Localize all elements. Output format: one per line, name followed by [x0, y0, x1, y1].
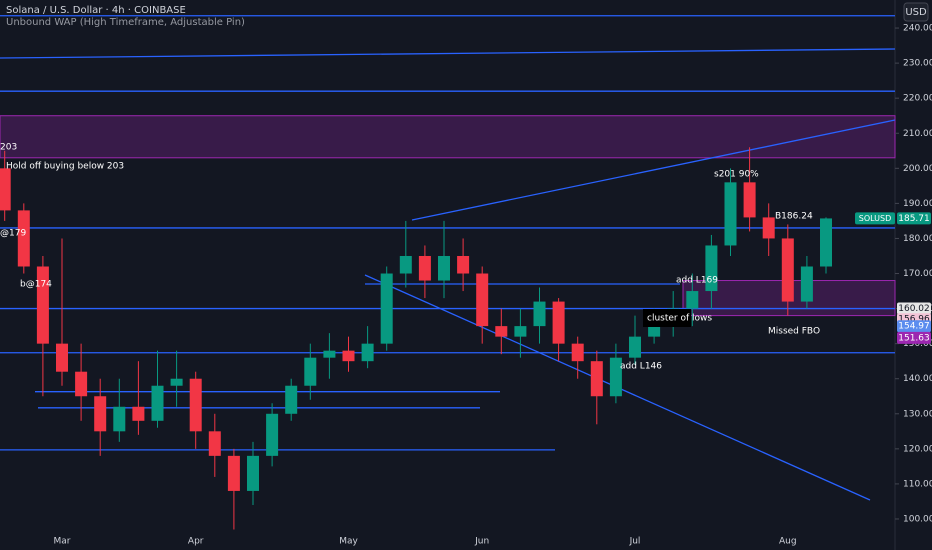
candle-body — [208, 431, 221, 456]
candle-body — [418, 255, 431, 281]
candle-body — [56, 343, 68, 372]
price-badge-value: 154.97 — [898, 322, 930, 332]
annotation: s201 90% — [714, 170, 759, 180]
trendline — [0, 48, 896, 59]
candle-body — [552, 301, 565, 344]
price-badge — [897, 331, 931, 344]
annotation: 203 — [0, 143, 17, 153]
candle-body — [533, 301, 546, 327]
x-tick-label: Jun — [474, 537, 489, 547]
y-tick-label: 190.00 — [903, 199, 932, 209]
y-tick-label: 240.00 — [903, 24, 932, 34]
annotation: @179 — [0, 229, 26, 239]
y-tick-label: 140.00 — [903, 374, 932, 384]
annotation: Missed FBO — [768, 327, 820, 337]
price-badge-value: 151.63 — [898, 333, 930, 343]
price-badge-name-label: SOLUSD — [859, 214, 892, 223]
y-tick-label: 130.00 — [903, 409, 932, 419]
candle-body — [743, 182, 756, 218]
x-tick-label: Apr — [188, 537, 204, 547]
y-tick-label: 120.00 — [903, 444, 932, 454]
candle-body — [724, 182, 737, 246]
candle-body — [476, 273, 489, 327]
candle-body — [629, 336, 641, 358]
y-tick-label: 100.00 — [903, 514, 932, 524]
price-badge — [897, 212, 931, 225]
candle-body — [361, 343, 374, 362]
price-badge-value: 160.02 — [898, 304, 930, 314]
price-badge-value: 156.96 — [898, 315, 930, 325]
candle-body — [323, 350, 336, 358]
x-tick-label: May — [339, 537, 358, 547]
candle-body — [304, 357, 317, 386]
candle-body — [94, 396, 107, 432]
candle-body — [457, 255, 470, 274]
candle-body — [151, 385, 164, 421]
candle-body — [247, 455, 259, 491]
candle-body — [820, 218, 832, 267]
x-tick-label: Aug — [779, 537, 797, 547]
candle-body — [113, 406, 126, 432]
candle-body — [36, 266, 49, 344]
y-tick-label: 150.00 — [903, 339, 932, 349]
candle-body — [227, 455, 240, 491]
candle-body — [266, 413, 279, 456]
candle-body — [705, 245, 718, 292]
candle-body — [648, 326, 661, 337]
annotation: add L146 — [620, 362, 662, 372]
candle-body — [686, 291, 699, 309]
y-tick-label: 180.00 — [903, 234, 932, 244]
trendline — [411, 119, 896, 221]
candle-body — [762, 217, 775, 239]
y-tick-label: 200.00 — [903, 164, 932, 174]
candle-body — [781, 238, 794, 302]
candle-body — [170, 378, 183, 386]
price-badge — [897, 320, 931, 333]
price-badge-name — [855, 212, 895, 225]
candle-body — [495, 326, 508, 337]
candle-body — [285, 385, 298, 414]
candle-body — [514, 326, 527, 337]
annotation: add L169 — [676, 276, 718, 286]
candle-body — [132, 406, 145, 421]
y-tick-label: 170.00 — [903, 269, 932, 279]
candle-body — [800, 266, 813, 302]
price-badge-value: 185.71 — [898, 214, 930, 224]
candle-body — [0, 168, 11, 211]
annotation: Hold off buying below 203 — [6, 162, 124, 172]
candle-body — [342, 350, 355, 362]
annotation: b@174 — [20, 280, 52, 290]
candle-body — [75, 371, 88, 397]
candle-body — [189, 378, 202, 432]
candle-body — [571, 343, 584, 362]
candle-body — [609, 357, 622, 397]
candle-body — [17, 210, 30, 267]
y-tick-label: 220.00 — [903, 94, 932, 104]
candle-body — [590, 361, 603, 397]
currency-label[interactable]: USD — [905, 7, 927, 18]
y-tick-label: 210.00 — [903, 129, 932, 139]
y-tick-label: 230.00 — [903, 59, 932, 69]
currency-button[interactable] — [903, 2, 929, 22]
plot-area — [0, 15, 896, 530]
candle-body — [380, 273, 393, 344]
annotation-box — [643, 309, 691, 327]
chart-title: Solana / U.S. Dollar · 4h · COINBASE — [6, 5, 186, 16]
annotation: cluster of lows — [647, 314, 712, 324]
y-tick-label: 110.00 — [903, 479, 932, 489]
candle-body — [399, 255, 412, 274]
price-badge — [897, 302, 931, 315]
x-tick-label: Jul — [629, 537, 641, 547]
zone — [0, 115, 896, 159]
candle-body — [438, 255, 450, 281]
annotation: B186.24 — [775, 212, 813, 222]
x-tick-label: Mar — [54, 537, 71, 547]
chart-subtitle: Unbound WAP (High Timeframe, Adjustable … — [6, 17, 245, 28]
